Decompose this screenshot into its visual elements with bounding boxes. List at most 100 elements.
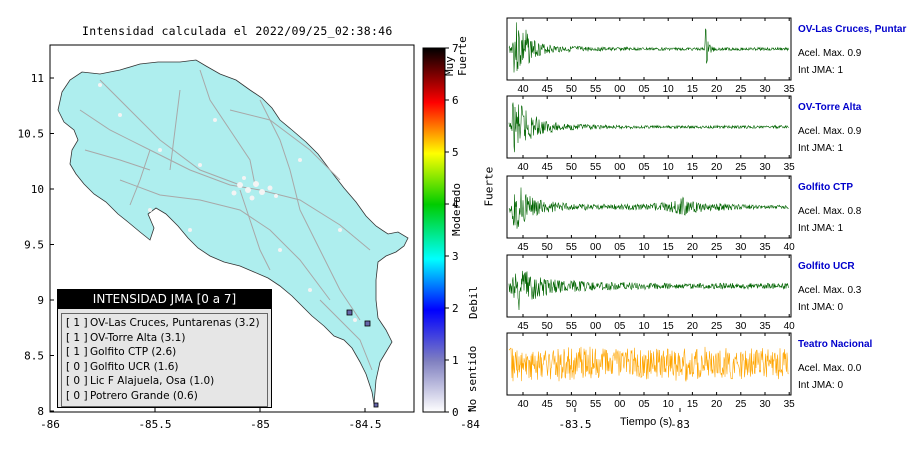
waveform-tick-label: 30 — [759, 84, 771, 95]
colorbar-tick-label: 7 — [452, 42, 459, 55]
waveform-tick-label: 55 — [590, 84, 602, 95]
waveform-tick-label: 25 — [735, 84, 747, 95]
legend-item-label: Lic F Alajuela, Osa (1.0) — [90, 375, 215, 388]
station-marker[interactable] — [346, 309, 353, 316]
map-y-axis: 11 10.5 10 9.5 9 8.5 8 — [18, 72, 54, 418]
map-title: Intensidad calculada el 2022/09/25_02:38… — [82, 24, 393, 38]
map-x-axis: -86 -85.5 -85 -84.5 -84 -83.5 -83 — [40, 408, 690, 431]
station-intensity: Int JMA: 1 — [798, 223, 844, 234]
waveform-tick-label: 25 — [711, 321, 723, 332]
map-y-tick-label: 8.5 — [24, 350, 44, 363]
road-network — [79, 69, 373, 371]
waveform-tick-label: 05 — [614, 321, 626, 332]
intensity-colorbar — [422, 47, 446, 413]
station-name: Golfito UCR — [798, 261, 855, 272]
waveform-tick-label: 55 — [566, 321, 578, 332]
legend-item-label: Golfito UCR (1.6) — [90, 360, 179, 373]
map-x-tick-label: -85 — [250, 418, 270, 431]
colorbar-tick-label: 0 — [452, 406, 459, 419]
waveform-tick-label: 10 — [638, 321, 650, 332]
legend-list: [ 1 ] OV-Las Cruces, Puntarenas (3.2)[ 1 … — [61, 313, 268, 407]
waveform-tick-label: 35 — [784, 84, 796, 95]
legend-item-label: Golfito CTP (2.6) — [90, 346, 177, 359]
waveform-panel: 40 45 50 55 00 05 10 15 20 25 30 35 — [506, 95, 795, 173]
legend-title: INTENSIDAD JMA [0 a 7] — [58, 290, 271, 309]
waveform-tick-label: 35 — [759, 321, 771, 332]
waveform-tick-label: 30 — [759, 162, 771, 173]
waveform-tick-label: 30 — [735, 321, 747, 332]
legend-item: [ 1 ] OV-Torre Alta (3.1) — [66, 331, 263, 346]
waveform-tick-label: 20 — [711, 162, 723, 173]
map-y-tick-label: 8 — [37, 405, 44, 418]
waveform-trace — [508, 187, 789, 229]
colorbar-tick-label: 1 — [452, 354, 459, 367]
waveform-tick-label: 15 — [687, 162, 699, 173]
waveform-tick-label: 05 — [638, 84, 650, 95]
station-intensity: Int JMA: 0 — [798, 380, 844, 391]
waveform-tick-label: 00 — [614, 84, 626, 95]
waveform-tick-label: 00 — [590, 242, 602, 253]
intensity-legend: INTENSIDAD JMA [0 a 7] [ 1 ] OV-Las Cruce… — [57, 289, 272, 408]
waveform-tick-label: 20 — [711, 84, 723, 95]
legend-item-grade: [ 1 ] — [66, 317, 88, 329]
waveform-tick-label: 40 — [784, 242, 796, 253]
waveform-tick-label: 40 — [517, 84, 529, 95]
map-y-tick-label: 9.5 — [24, 239, 44, 252]
legend-item-grade: [ 0 ] — [66, 389, 88, 402]
waveform-tick-label: 55 — [590, 162, 602, 173]
map-y-tick-label: 11 — [31, 72, 44, 85]
waveform-tick-label: 25 — [711, 242, 723, 253]
waveform-tick-label: 50 — [566, 162, 578, 173]
waveform-tick-label: 30 — [735, 242, 747, 253]
waveform-trace — [508, 270, 789, 311]
station-marker[interactable] — [364, 320, 371, 327]
town-markers — [98, 83, 357, 322]
legend-item-label: Potrero Grande (0.6) — [90, 389, 198, 402]
waveform-tick-label: 40 — [784, 321, 796, 332]
waveform-tick-label: 35 — [759, 242, 771, 253]
waveform-tick-label: 50 — [542, 321, 554, 332]
legend-item: [ 0 ] Golfito UCR (1.6) — [66, 360, 263, 375]
waveform-tick-label: 20 — [687, 242, 699, 253]
station-name: Teatro Nacional — [798, 339, 873, 350]
colorbar-tick-label: 6 — [452, 94, 459, 107]
map-x-tick-label: -85.5 — [138, 418, 171, 431]
waveform-frame — [506, 95, 792, 159]
station-intensity: Int JMA: 1 — [798, 65, 844, 76]
station-intensity: Int JMA: 1 — [798, 143, 844, 154]
waveform-tick-label: 40 — [517, 162, 529, 173]
waveform-trace — [508, 22, 789, 73]
legend-item: [ 1 ] Golfito CTP (2.6) — [66, 345, 263, 360]
map-x-tick-label: -83.5 — [558, 418, 591, 431]
waveform-tick-label: 15 — [663, 321, 675, 332]
station-acceleration: Acel. Max. 0.9 — [798, 126, 862, 137]
map-x-tick-label: -84 — [460, 418, 480, 431]
waveform-tick-label: 45 — [542, 399, 554, 410]
waveform-tick-label: 45 — [517, 321, 529, 332]
legend-item: [ 0 ] Lic F Alajuela, Osa (1.0) — [66, 374, 263, 389]
waveform-tick-label: 10 — [663, 84, 675, 95]
waveform-trace — [508, 346, 789, 382]
station-name: OV-Las Cruces, Puntar — [798, 24, 907, 35]
waveform-tick-label: 55 — [590, 399, 602, 410]
map-frame — [49, 44, 415, 413]
waveform-tick-label: 00 — [614, 399, 626, 410]
waveform-tick-label: 50 — [566, 399, 578, 410]
waveform-tick-label: 05 — [614, 242, 626, 253]
station-acceleration: Acel. Max. 0.8 — [798, 206, 862, 217]
waveform-tick-label: 45 — [542, 84, 554, 95]
colorbar-tick-label: 3 — [452, 250, 459, 263]
map-x-tick-label: -83 — [670, 418, 690, 431]
waveform-tick-label: 15 — [687, 84, 699, 95]
waveform-trace — [508, 102, 789, 153]
station-name: OV-Torre Alta — [798, 102, 862, 113]
waveform-tick-label: 05 — [638, 162, 650, 173]
waveform-tick-label: 30 — [759, 399, 771, 410]
waveform-tick-label: 00 — [590, 321, 602, 332]
colorbar-tick-label: 4 — [452, 198, 459, 211]
costa-rica-landmass — [57, 59, 409, 405]
waveform-tick-label: 50 — [566, 84, 578, 95]
station-marker[interactable] — [373, 402, 379, 408]
waveform-panel: 45 50 55 00 05 10 15 20 25 30 35 40 — [506, 254, 796, 332]
